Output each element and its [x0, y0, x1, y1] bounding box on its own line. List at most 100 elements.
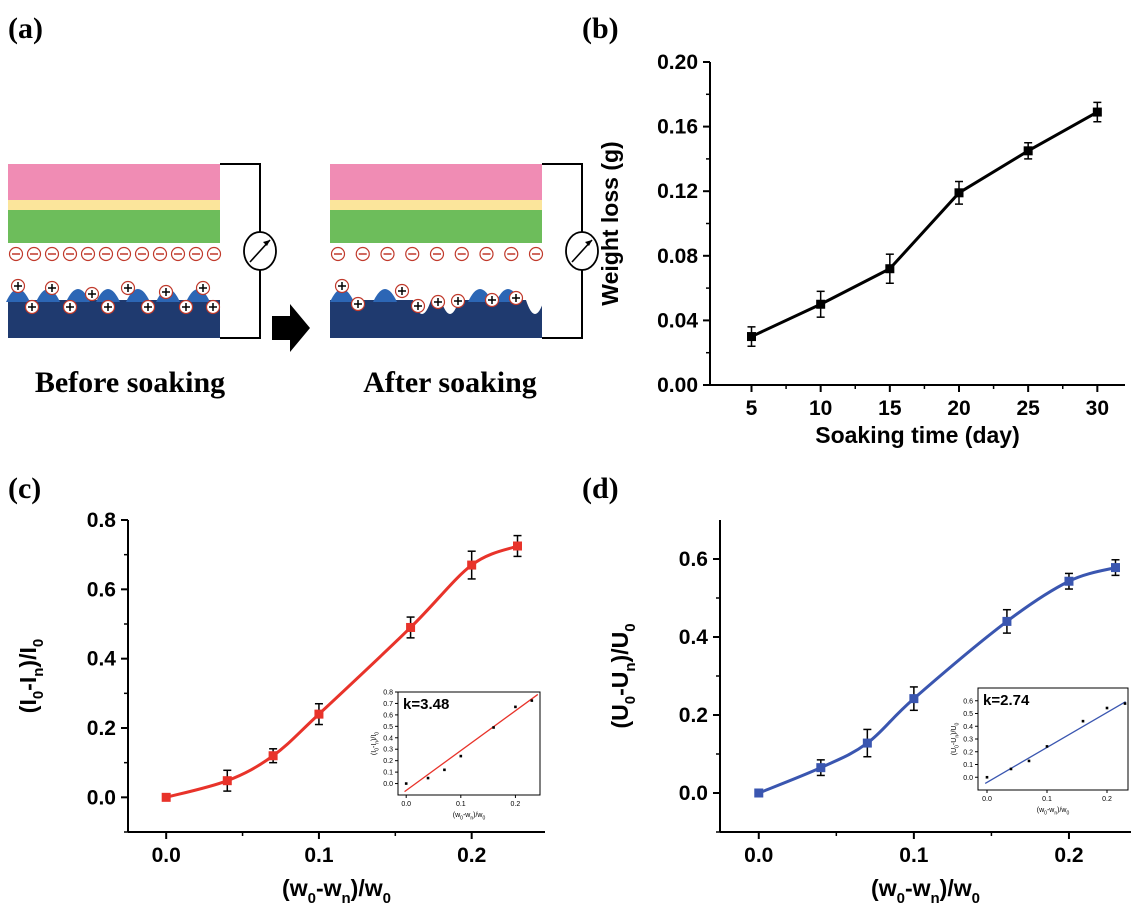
inset-data-point — [1009, 767, 1013, 771]
negative-charge-icon — [80, 246, 96, 262]
inset-fit-line — [984, 701, 1126, 784]
inset-frame — [397, 691, 541, 796]
x-axis-label: (w0​-wn​)/w0​ — [871, 875, 980, 903]
positive-charge-icon — [140, 299, 156, 315]
inset-slope-annotation: k=3.48 — [403, 696, 449, 713]
y-tick-label: 0.0 — [679, 782, 708, 805]
meter-icon — [243, 231, 277, 271]
positive-charge-icon — [120, 280, 136, 296]
circuit-wire — [220, 270, 261, 339]
inset-y-tick-label: 0.1 — [963, 762, 973, 769]
panel-label-d: (d) — [582, 472, 619, 505]
positive-charge-icon — [178, 299, 194, 315]
inset-plot: 0.0 0.1 0.2 0.0 0.1 0.2 0.3 0.4 0.5 0.6 0.7 0.8 (w0​… — [371, 690, 541, 821]
positive-charge-icon — [158, 284, 174, 300]
inset-y-tick-label: 0.4 — [383, 735, 393, 742]
negative-charge-icon — [330, 246, 346, 262]
inset-plot: 0.0 0.1 0.2 0.0 0.1 0.2 0.3 0.4 0.5 0.6 (w0​-wn​)/… — [951, 687, 1129, 816]
x-tick-label: 20 — [947, 397, 970, 420]
positive-charge-icon — [24, 299, 40, 315]
inset-x-axis-label: (w0​-wn​)/w0​ — [453, 812, 486, 821]
inset-y-tick-label: 0.5 — [963, 711, 973, 718]
negative-charge-icon — [528, 246, 544, 262]
x-tick-label: 15 — [878, 397, 902, 420]
positive-charge-icon — [62, 299, 78, 315]
arrow-right-icon — [272, 304, 310, 352]
inset-y-tick-label: 0.3 — [963, 737, 973, 744]
inset-x-tick-label: 0.2 — [511, 801, 521, 808]
device-before-soaking — [6, 163, 277, 339]
inset-data-point — [426, 776, 430, 780]
chart-current-ratio: 0.0 0.1 0.2 0.0 0.2 0.4 0.6 0.8 (w0​-wn​)/w0​ (I0… — [15, 509, 545, 903]
inset-data-point — [514, 705, 517, 709]
x-tick-label: 25 — [1016, 397, 1040, 420]
data-point — [513, 541, 523, 551]
inset-slope-annotation: k=2.74 — [983, 692, 1030, 709]
inset-y-tick-label: 0.2 — [383, 758, 393, 765]
inset-data-point — [492, 726, 495, 729]
y-axis-label: (U0​-Un​)/U0​ — [607, 623, 639, 728]
positive-charge-icon — [100, 299, 116, 315]
negative-charge-icon — [429, 246, 445, 262]
device-after-soaking — [330, 163, 599, 339]
negative-charge-icon — [8, 246, 24, 262]
bottom-electrode — [330, 300, 542, 338]
x-tick-label: 30 — [1086, 397, 1109, 420]
data-point — [1110, 563, 1120, 573]
inset-x-tick-label: 0.2 — [1102, 796, 1112, 803]
x-axis-label: Soaking time (day) — [815, 422, 1019, 448]
panel-label-c: (c) — [8, 472, 41, 505]
inset-x-tick-label: 0.0 — [401, 801, 411, 808]
inset-y-tick-label: 0.1 — [383, 770, 393, 777]
data-point — [862, 738, 872, 748]
inset-data-point — [459, 754, 463, 758]
circuit-wire — [542, 270, 583, 339]
inset-data-point — [443, 768, 446, 772]
bottom-electrode — [8, 300, 220, 338]
inset-y-tick-label: 0.6 — [383, 712, 393, 719]
positive-charge-icon — [410, 298, 426, 314]
data-point — [1023, 146, 1033, 156]
series-line — [750, 110, 1099, 338]
y-tick-label: 0.2 — [87, 717, 116, 740]
inset-y-tick-label: 0.8 — [383, 690, 393, 697]
y-tick-label: 0.2 — [679, 704, 708, 727]
circuit-wire — [220, 163, 261, 232]
chart-weight-loss: 5 10 15 20 25 30 0.00 0.04 0.08 0.12 0.16 0.20 Soaki… — [597, 51, 1125, 448]
negative-charge-icon — [479, 246, 494, 262]
y-tick-label: 0.20 — [657, 51, 698, 74]
x-tick-label: 5 — [746, 397, 758, 420]
negative-charge-icon — [134, 246, 150, 262]
inset-y-tick-label: 0.5 — [383, 724, 393, 731]
caption-before-soaking: Before soaking — [35, 366, 225, 399]
data-point — [909, 694, 919, 704]
inset-data-point — [1027, 759, 1031, 763]
inset-data-point — [1081, 719, 1085, 723]
y-tick-label: 0.16 — [657, 116, 698, 139]
y-tick-label: 0.8 — [87, 509, 117, 532]
data-point — [467, 560, 477, 570]
y-tick-label: 0.00 — [657, 374, 698, 397]
inset-y-axis-label: (U0​-Un​)/U0​ — [951, 723, 960, 756]
positive-charge-icon — [195, 280, 211, 296]
negative-charge-icon — [62, 246, 78, 262]
inset-data-point — [1045, 745, 1049, 748]
negative-charge-icon — [405, 246, 420, 262]
inset-y-tick-label: 0.7 — [383, 701, 393, 708]
panel-label-b: (b) — [582, 12, 619, 45]
y-tick-label: 0.6 — [679, 548, 708, 571]
inset-y-tick-label: 0.2 — [963, 749, 973, 756]
positive-charge-icon — [508, 290, 524, 306]
negative-charge-icon — [355, 246, 370, 262]
data-point — [314, 709, 324, 719]
negative-charge-icon — [206, 246, 222, 262]
y-axis-label: (I0​-In​)/I0​ — [15, 639, 47, 713]
inset-y-tick-label: 0.0 — [383, 781, 393, 788]
data-point — [1092, 107, 1102, 117]
y-tick-label: 0.12 — [657, 180, 698, 203]
data-point — [406, 622, 416, 632]
data-point — [885, 264, 895, 274]
x-tick-label: 10 — [809, 397, 832, 420]
inset-y-tick-label: 0.3 — [383, 747, 393, 754]
